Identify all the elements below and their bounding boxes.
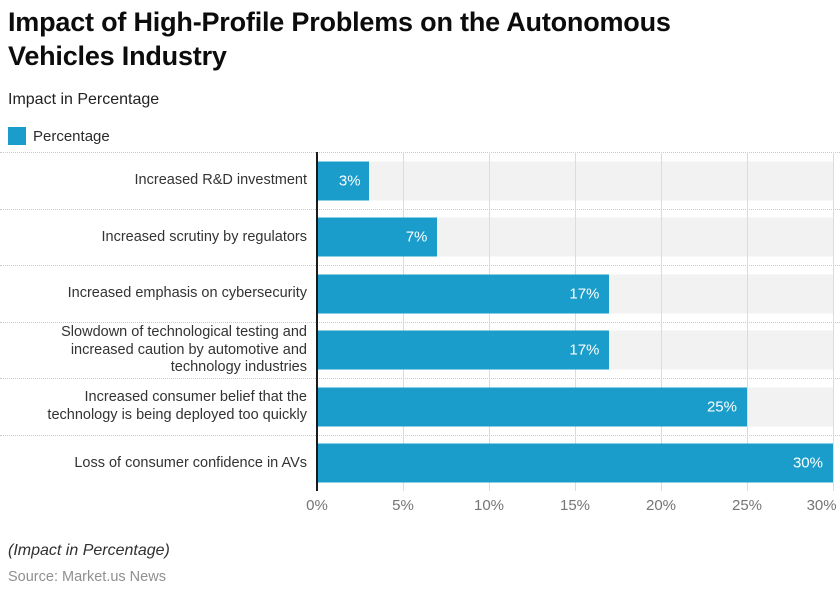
gridline [747,152,748,491]
chart-title: Impact of High-Profile Problems on the A… [8,7,671,71]
chart-row: Loss of consumer confidence in AVs 30% [0,434,840,492]
x-axis: 0% 5% 10% 15% 20% 25% 30% [306,497,836,517]
footer-note: (Impact in Percentage) [8,542,170,559]
x-tick-label: 25% [731,497,763,514]
category-label: Loss of consumer confidence in AVs [74,454,307,471]
gridline [489,152,490,491]
x-tick-label: 20% [645,497,677,514]
bar-value-label: 25% [706,398,737,416]
bar-value-label: 17% [569,341,600,359]
bar[interactable]: 3% [317,161,369,201]
bar[interactable]: 17% [317,274,610,314]
x-tick-label: 30% [806,497,837,514]
legend-swatch-icon[interactable] [8,127,26,145]
x-tick-label: 0% [306,497,328,514]
category-label: Increased emphasis on cybersecurity [67,285,307,301]
x-tick-label: 15% [559,497,591,514]
category-label: Increased scrutiny by regulators [101,228,307,245]
bar-chart: Increased R&D investment 3% Increased scru… [0,152,840,491]
bar-value-label: 7% [405,228,428,246]
x-tick-label: 10% [473,497,505,514]
bar-value-label: 30% [792,454,823,472]
bar-value-label: 17% [569,285,600,303]
plot-cell: 30% [317,436,833,492]
legend: Percentage [8,127,110,145]
footer-source: Source: Market.us News [8,569,166,585]
bar[interactable]: 30% [317,443,833,483]
chart-subtitle: Impact in Percentage [8,91,160,108]
gridline [833,152,834,491]
gridline-layer [317,152,834,491]
gridline [403,152,404,491]
x-tick-label: 5% [392,497,414,514]
y-axis-line [316,152,318,491]
category-label: Slowdown of technological testing and in… [61,324,307,375]
bar[interactable]: 17% [317,330,610,370]
chart-row: Increased consumer belief that the techn… [0,378,840,435]
gridline [661,152,662,491]
bar-value-label: 3% [338,172,361,190]
gridline [575,152,576,491]
bar[interactable]: 7% [317,217,438,257]
bar[interactable]: 25% [317,387,747,427]
category-label: Increased R&D investment [134,172,307,188]
category-label: Increased consumer belief that the techn… [47,389,307,423]
legend-item-percentage[interactable]: Percentage [33,127,110,145]
